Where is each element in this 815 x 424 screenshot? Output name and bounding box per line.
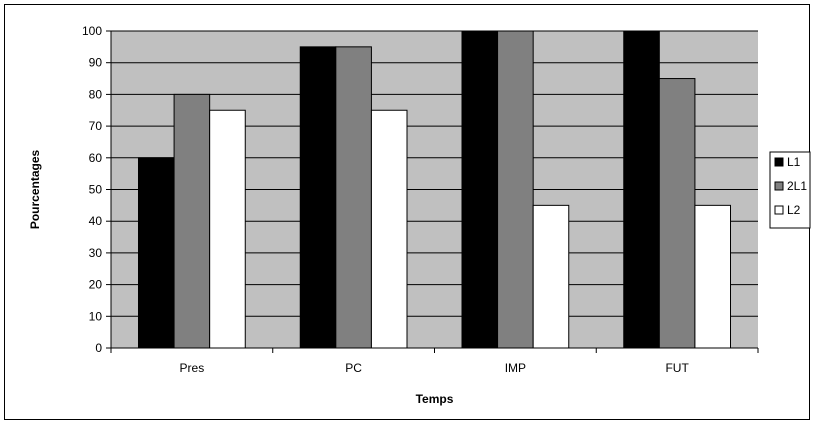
- bar-l1-pres: [137, 157, 175, 349]
- bar-2l1-fut: [658, 78, 696, 349]
- x-tick-label: PC: [345, 361, 362, 375]
- bar-l1-imp: [461, 30, 499, 349]
- y-tick-labels: 0 10 20 30 40 50 60 70 80 90 100: [82, 24, 102, 355]
- x-axis-title: Temps: [416, 392, 454, 406]
- legend-label-2l1: 2L1: [787, 179, 807, 193]
- y-tick-label: 80: [89, 87, 103, 101]
- bar-l2-fut: [694, 204, 732, 349]
- y-tick-label: 0: [95, 341, 102, 355]
- bar-2l1-imp: [497, 30, 534, 349]
- legend-label-l2: L2: [787, 203, 801, 217]
- y-tick-label: 20: [89, 278, 103, 292]
- legend: L1 2L1 L2: [769, 151, 811, 229]
- bar-l2-pc: [370, 109, 408, 349]
- y-tick-label: 40: [89, 214, 103, 228]
- y-tick-label: 50: [89, 183, 103, 197]
- x-tick-label: FUT: [665, 361, 689, 375]
- x-tick-labels: Pres PC IMP FUT: [180, 361, 690, 375]
- legend-swatch-l2: [774, 205, 784, 215]
- y-tick-label: 70: [89, 119, 103, 133]
- bars: [137, 30, 732, 349]
- y-axis-title: Pourcentages: [28, 149, 42, 229]
- bar-l1-fut: [623, 30, 660, 349]
- legend-swatch-l1: [774, 157, 784, 167]
- y-tick-label: 30: [89, 246, 103, 260]
- axes: [106, 30, 759, 353]
- bar-2l1-pres: [173, 93, 211, 349]
- legend-label-l1: L1: [787, 155, 801, 169]
- y-tick-label: 10: [89, 309, 103, 323]
- bar-l1-pc: [299, 46, 337, 349]
- bar-l2-imp: [532, 204, 570, 349]
- bar-2l1-pc: [335, 46, 372, 349]
- x-tick-label: Pres: [180, 361, 205, 375]
- y-tick-label: 90: [89, 56, 103, 70]
- x-tick-label: IMP: [505, 361, 526, 375]
- y-tick-label: 100: [82, 24, 102, 38]
- bar-l2-pres: [209, 109, 246, 349]
- legend-swatch-2l1: [774, 181, 784, 191]
- y-tick-label: 60: [89, 151, 103, 165]
